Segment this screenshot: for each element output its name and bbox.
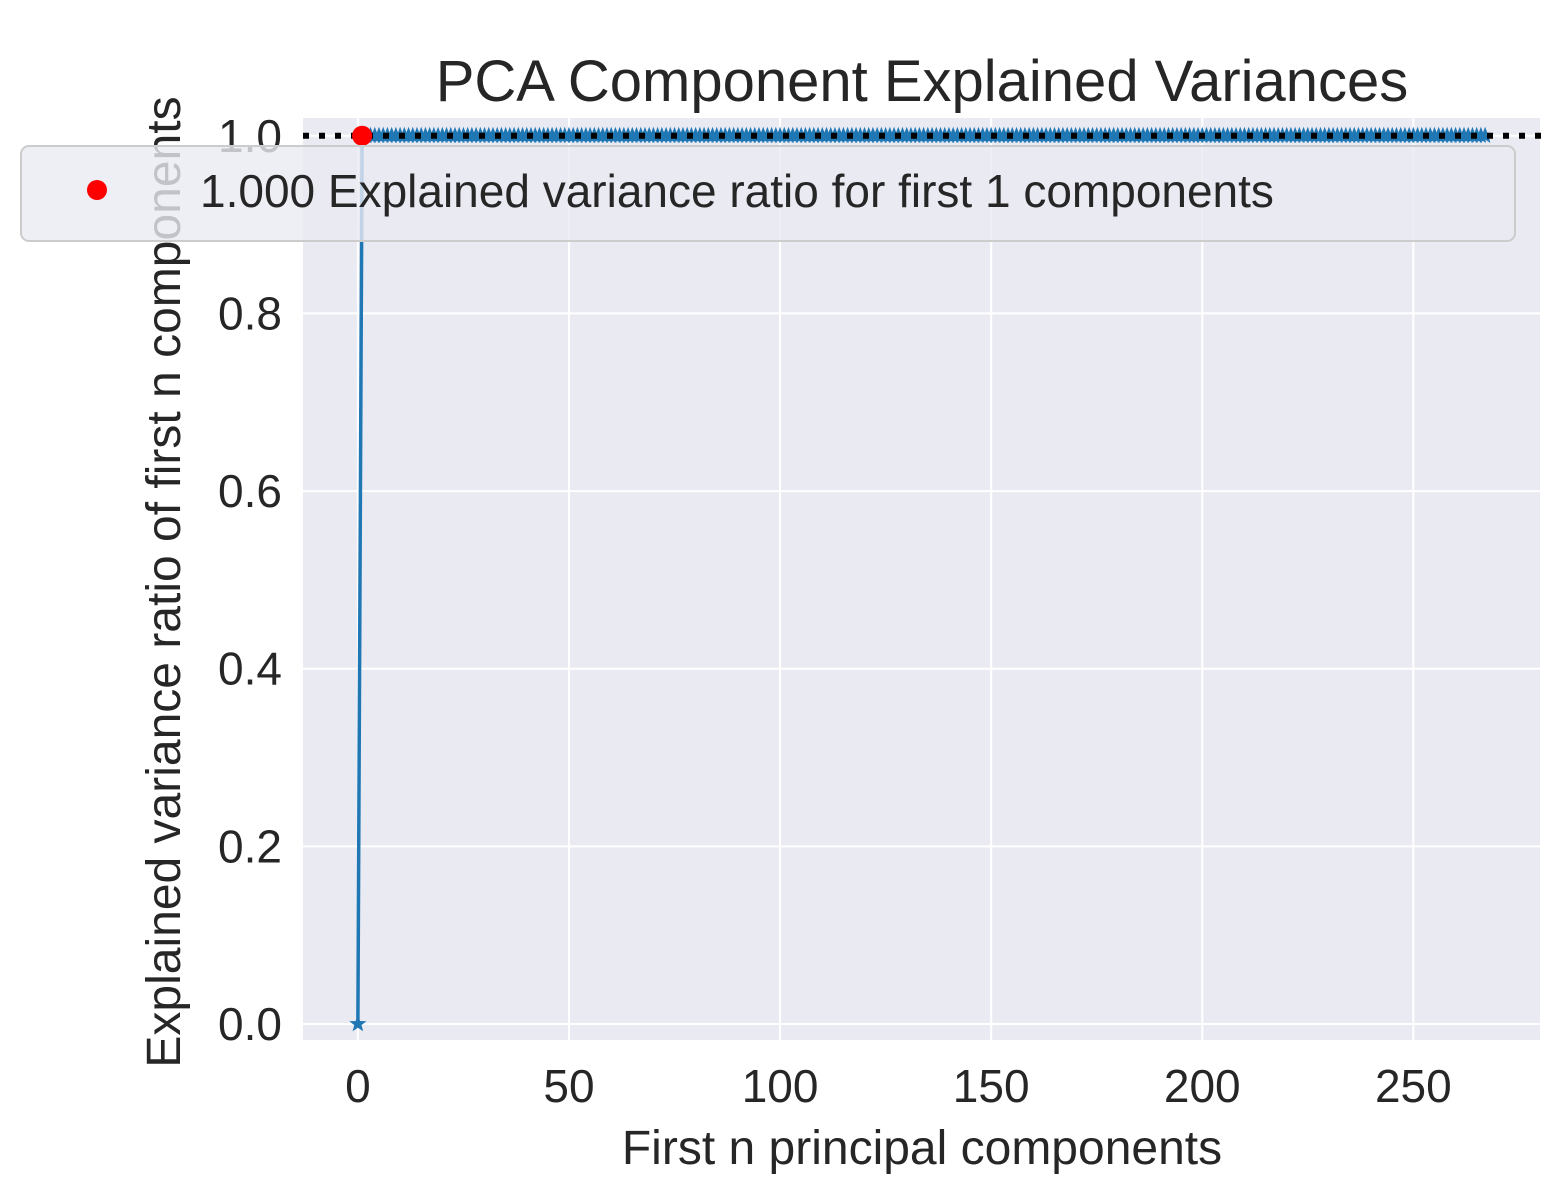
plot-area [303,118,1540,1040]
y-axis-label: Explained variance ratio of first n comp… [138,96,191,1067]
x-tick-labels: 0 50 100 150 200 250 [345,1060,1452,1112]
star-marker [349,1015,367,1032]
legend: 1.000 Explained variance ratio for first… [20,145,1516,242]
y-tick-label: 0.0 [218,998,282,1050]
x-tick-label: 250 [1375,1060,1452,1112]
y-tick-labels: 0.00.20.40.60.81.0 [218,110,282,1050]
x-axis-label: First n principal components [622,1122,1222,1175]
legend-label: 1.000 Explained variance ratio for first… [200,165,1274,217]
y-tick-label: 0.4 [218,643,282,695]
series-layer [303,125,1550,1032]
y-tick-label: 0.8 [218,287,282,339]
y-tick-label: 0.2 [218,820,282,872]
x-tick-label: 50 [543,1060,594,1112]
y-tick-label: 0.6 [218,465,282,517]
x-tick-label: 200 [1164,1060,1241,1112]
x-tick-label: 150 [953,1060,1030,1112]
chart-title: PCA Component Explained Variances [436,49,1409,114]
star-marker [1476,126,1494,144]
x-tick-label: 0 [345,1060,371,1112]
legend-marker [87,180,107,200]
x-tick-label: 100 [742,1060,819,1112]
legend-box [20,145,1516,242]
highlight-point [352,125,373,146]
